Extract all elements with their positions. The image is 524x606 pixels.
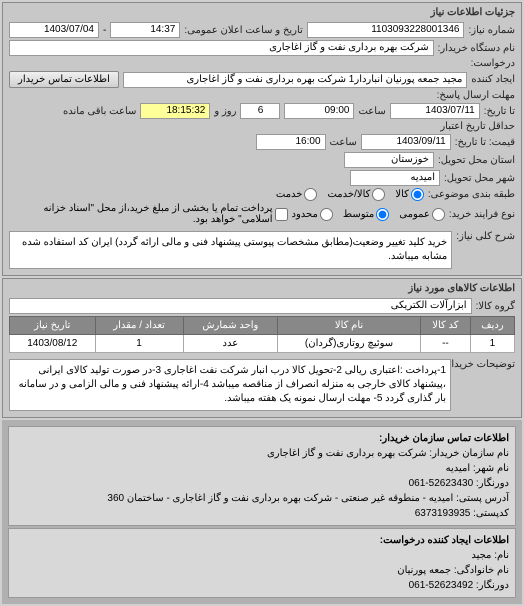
city: امیدیه [350, 170, 440, 186]
cell-name: سوئیچ روتاری(گردان) [278, 335, 421, 353]
validity-time: 16:00 [256, 134, 326, 150]
contact-section: اطلاعات تماس سازمان خریدار: نام سازمان خ… [2, 420, 522, 604]
needs-info-panel: جزئیات اطلاعات نیاز شماره نیاز: 11030932… [2, 2, 522, 276]
buyer-name: شرکت بهره برداری نفت و گاز اغاجاری [9, 40, 434, 56]
pkg-khadamat[interactable]: خدمت [276, 188, 318, 201]
table-row: 1 -- سوئیچ روتاری(گردان) عدد 1 1403/08/1… [10, 335, 515, 353]
announce-time: 14:37 [110, 22, 180, 38]
validity-label: حداقل تاریخ اعتبار [440, 121, 515, 132]
goods-title: اطلاعات کالاهای مورد نیاز [9, 283, 515, 294]
requester-label: درخواست: [471, 58, 515, 69]
name-label: نام: [494, 550, 509, 561]
panel-title: جزئیات اطلاعات نیاز [9, 7, 515, 18]
days-label: روز و [214, 106, 236, 117]
buyer-contact-box: اطلاعات تماس سازمان خریدار: نام سازمان خ… [8, 426, 516, 526]
contact-phone: 52623492-061 [409, 580, 474, 591]
creator-label: ایجاد کننده [471, 74, 515, 85]
org-name: شرکت بهره برداری نفت و گاز اغاجاری [267, 448, 427, 459]
response-date: 1403/07/11 [390, 103, 480, 119]
goods-table: ردیف کد کالا نام کالا واحد شمارش تعداد /… [9, 316, 515, 353]
col-row: ردیف [470, 317, 514, 335]
org-phone: 52623430-061 [409, 478, 474, 489]
proc-mid[interactable]: متوسط [343, 208, 389, 221]
addr: امیدیه - منطوقه غیر صنعتی - شرکت بهره بر… [107, 493, 453, 504]
contact-title: اطلاعات تماس سازمان خریدار: [15, 431, 509, 446]
validity-sublabel: قیمت: تا تاریخ: [455, 137, 515, 148]
postal: 6373193935 [415, 508, 471, 519]
creator-title: اطلاعات ایجاد کننده درخواست: [15, 533, 509, 548]
notes-label: توضیحات خریدار: [455, 359, 515, 370]
cell-qty: 1 [95, 335, 183, 353]
cell-row: 1 [470, 335, 514, 353]
need-number: 1103093228001346 [307, 22, 465, 38]
process-radio-group: عمومی متوسط محدود [292, 208, 445, 221]
goods-panel: اطلاعات کالاهای مورد نیاز گروه کالا: ابز… [2, 278, 522, 418]
contact-name: مجید [471, 550, 491, 561]
payment-checkbox[interactable]: پرداخت تمام یا بخشی از مبلغ خرید،از محل … [9, 203, 288, 225]
buyer-label: نام دستگاه خریدار: [438, 43, 515, 54]
pkg-kala[interactable]: کالا [395, 188, 424, 201]
countdown-timer: 18:15:32 [140, 103, 210, 119]
pkg-label: طبقه بندی موضوعی: [428, 189, 515, 200]
city-label: شهر محل تحویل: [444, 173, 515, 184]
col-date: تاریخ نیاز [10, 317, 96, 335]
announce-label: تاریخ و ساعت اعلان عمومی: [184, 25, 303, 36]
col-qty: تعداد / مقدار [95, 317, 183, 335]
time-label-1: ساعت [358, 106, 385, 117]
pkg-radio-group: کالا کالا/خدمت خدمت [276, 188, 424, 201]
c-city-label: نام شهر: [473, 463, 509, 474]
col-name: نام کالا [278, 317, 421, 335]
phone-label: دورنگار: [476, 580, 509, 591]
cell-code: -- [420, 335, 470, 353]
time-label-2: ساعت [330, 137, 357, 148]
days-remaining: 6 [240, 103, 280, 119]
cell-date: 1403/08/12 [10, 335, 96, 353]
province-label: استان محل تحویل: [438, 155, 515, 166]
creator-name: مجید جمعه پورنیان انباردار1 شرکت بهره بر… [123, 72, 468, 88]
proc-open[interactable]: عمومی [399, 208, 445, 221]
need-number-label: شماره نیاز: [468, 25, 515, 36]
proc-limited[interactable]: محدود [292, 208, 333, 221]
desc-label: شرح کلی نیاز: [456, 231, 515, 242]
to-date-label: تا تاریخ: [484, 106, 515, 117]
remaining-label: ساعت باقی مانده [63, 106, 136, 117]
desc-text: خرید کلید تغییر وضعیت(مطابق مشخصات پیوست… [9, 231, 452, 269]
family-label: نام خانوادگی: [454, 565, 509, 576]
c-city: امیدیه [446, 463, 471, 474]
process-label: نوع فرایند خرید: [449, 209, 515, 220]
postal-label: کدپستی: [473, 508, 509, 519]
response-deadline-label: مهلت ارسال پاسخ: [437, 90, 515, 101]
creator-contact-box: اطلاعات ایجاد کننده درخواست: نام: مجید ن… [8, 528, 516, 598]
validity-date: 1403/09/11 [361, 134, 451, 150]
col-unit: واحد شمارش [183, 317, 278, 335]
group-label: گروه کالا: [476, 301, 515, 312]
addr-label: آدرس پستی: [456, 493, 509, 504]
pkg-kala-khadamat[interactable]: کالا/خدمت [327, 188, 385, 201]
notes-text: 1-پرداخت :اعتباری ریالی 2-تحویل کالا درب… [9, 359, 451, 411]
cell-unit: عدد [183, 335, 278, 353]
contact-info-button[interactable]: اطلاعات تماس خریدار [9, 71, 119, 88]
col-code: کد کالا [420, 317, 470, 335]
contact-family: جمعه پورنیان [397, 565, 451, 576]
org-label: نام سازمان خریدار: [429, 448, 509, 459]
announce-date: 1403/07/04 [9, 22, 99, 38]
org-phone-label: دورنگار: [476, 478, 509, 489]
group-name: ابزارآلات الکتریکی [9, 298, 472, 314]
response-time: 09:00 [284, 103, 354, 119]
province: خوزستان [344, 152, 434, 168]
